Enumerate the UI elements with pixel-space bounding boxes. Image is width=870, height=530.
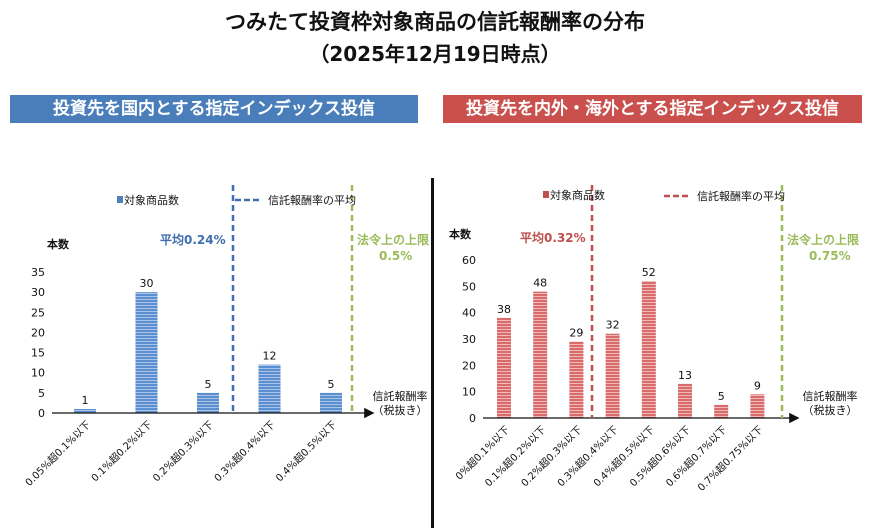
limit-label: 0.5% bbox=[379, 249, 412, 263]
legend-bar-label: 対象商品数 bbox=[124, 193, 179, 207]
x-axis-label: （税抜き） bbox=[373, 403, 428, 417]
y-tick-label: 30 bbox=[31, 286, 45, 299]
y-axis-label: 本数 bbox=[449, 227, 472, 241]
x-tick-label: 0.1%超0.2%以下 bbox=[88, 418, 154, 484]
bar bbox=[74, 408, 96, 413]
x-axis-label: 信託報酬率 bbox=[803, 389, 858, 403]
x-tick-label: 0.7%超0.75%以下 bbox=[695, 423, 766, 494]
y-tick-label: 10 bbox=[31, 367, 45, 380]
x-tick-label: 0.3%超0.4%以下 bbox=[211, 418, 277, 484]
y-tick-label: 20 bbox=[31, 326, 45, 339]
legend-line-label: 信託報酬率の平均 bbox=[697, 189, 785, 203]
x-tick-label: 0.6%超0.7%以下 bbox=[663, 423, 729, 489]
page-subtitle: （2025年12月19日時点） bbox=[309, 42, 561, 66]
bar bbox=[497, 317, 511, 418]
bar-value-label: 5 bbox=[328, 378, 335, 391]
bar-value-label: 12 bbox=[263, 350, 277, 363]
bar-value-label: 9 bbox=[754, 379, 761, 392]
x-tick-label: 0.2%超0.3%以下 bbox=[150, 418, 216, 484]
limit-label: 法令上の上限 bbox=[787, 232, 859, 247]
bar bbox=[714, 404, 729, 418]
y-tick-label: 0 bbox=[469, 412, 476, 425]
legend-bar-swatch bbox=[117, 196, 123, 203]
legend-line-label: 信託報酬率の平均 bbox=[268, 193, 356, 207]
bar bbox=[569, 341, 584, 418]
left-chart-banner: 投資先を国内とする指定インデックス投信 bbox=[10, 95, 418, 123]
bar bbox=[197, 392, 219, 413]
bar-value-label: 48 bbox=[533, 277, 547, 290]
y-axis-label: 本数 bbox=[47, 237, 70, 251]
bar-value-label: 52 bbox=[642, 266, 656, 279]
y-tick-label: 40 bbox=[462, 307, 476, 320]
x-tick-label: 0.4%超0.5%以下 bbox=[273, 418, 339, 484]
bar-value-label: 1 bbox=[82, 394, 89, 407]
x-tick-label: 0.1%超0.2%以下 bbox=[482, 423, 548, 489]
bar-value-label: 38 bbox=[497, 303, 511, 316]
y-tick-label: 10 bbox=[462, 386, 476, 399]
bar-value-label: 29 bbox=[569, 327, 583, 340]
average-label: 平均0.24% bbox=[160, 232, 226, 247]
bar bbox=[135, 292, 158, 413]
bar-value-label: 13 bbox=[678, 369, 692, 382]
bar bbox=[678, 383, 692, 418]
y-tick-label: 60 bbox=[462, 254, 476, 267]
y-tick-label: 15 bbox=[31, 347, 45, 360]
y-tick-label: 25 bbox=[31, 306, 45, 319]
limit-label: 0.75% bbox=[809, 249, 851, 263]
y-tick-label: 5 bbox=[38, 387, 45, 400]
y-tick-label: 0 bbox=[38, 407, 45, 420]
y-tick-label: 35 bbox=[31, 266, 45, 279]
x-axis-label: 信託報酬率 bbox=[373, 389, 428, 403]
legend-bar-swatch bbox=[543, 191, 549, 198]
y-tick-label: 30 bbox=[462, 333, 476, 346]
y-tick-label: 20 bbox=[462, 359, 476, 372]
x-tick-label: 0.5%超0.6%以下 bbox=[627, 423, 693, 489]
average-label: 平均0.32% bbox=[520, 230, 586, 245]
bar bbox=[258, 364, 281, 413]
x-tick-label: 0.2%超0.3%以下 bbox=[518, 423, 584, 489]
bar bbox=[641, 281, 656, 418]
bar-value-label: 5 bbox=[718, 390, 725, 403]
right-chart-banner: 投資先を内外・海外とする指定インデックス投信 bbox=[443, 95, 862, 123]
x-tick-label: 0.4%超0.5%以下 bbox=[591, 423, 657, 489]
bar-value-label: 32 bbox=[606, 319, 620, 332]
x-axis-label: （税抜き） bbox=[803, 403, 858, 417]
bar bbox=[533, 291, 548, 418]
y-tick-label: 50 bbox=[462, 280, 476, 293]
bar-value-label: 5 bbox=[205, 378, 212, 391]
bar bbox=[320, 392, 342, 413]
bar-value-label: 30 bbox=[140, 277, 154, 290]
limit-label: 法令上の上限 bbox=[357, 232, 429, 247]
page-title: つみたて投資枠対象商品の信託報酬率の分布 bbox=[225, 10, 645, 34]
divider bbox=[431, 178, 434, 528]
legend-bar-label: 対象商品数 bbox=[550, 188, 605, 202]
x-tick-label: 0.3%超0.4%以下 bbox=[554, 423, 620, 489]
bar bbox=[750, 394, 765, 418]
x-tick-label: 0.05%超0.1%以下 bbox=[22, 418, 93, 489]
bar bbox=[605, 333, 620, 418]
